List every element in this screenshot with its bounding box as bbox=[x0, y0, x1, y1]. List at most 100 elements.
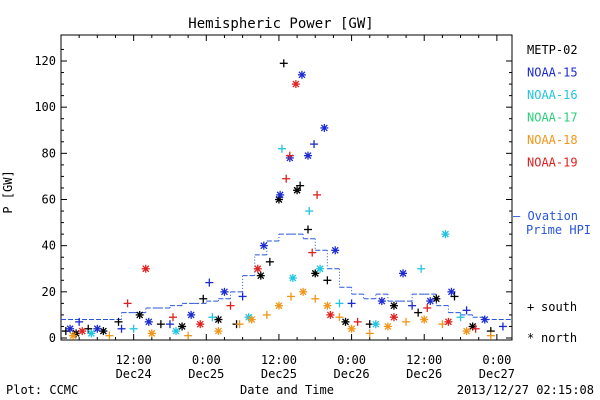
legend-entry-noaa-17: NOAA-17 bbox=[527, 111, 578, 125]
data-point-metp-02-north bbox=[432, 294, 441, 303]
x-tick-date-label: Dec26 bbox=[406, 367, 442, 381]
data-point-noaa-19-north bbox=[141, 264, 150, 273]
data-point-metp-02-north bbox=[389, 301, 398, 310]
data-point-metp-02-north bbox=[135, 310, 144, 319]
data-point-noaa-18-north bbox=[323, 301, 332, 310]
data-point-noaa-19-south bbox=[313, 190, 322, 199]
plot-frame bbox=[60, 34, 513, 341]
data-point-noaa-18-north bbox=[462, 327, 471, 336]
data-point-noaa-19-north bbox=[389, 313, 398, 322]
x-tick-time-label: 12:00 bbox=[261, 353, 297, 367]
data-point-noaa-16-south bbox=[208, 313, 217, 322]
data-point-metp-02-south bbox=[114, 317, 123, 326]
data-point-metp-02-north bbox=[178, 322, 187, 331]
data-point-metp-02-south bbox=[156, 320, 165, 329]
data-point-noaa-16-north bbox=[172, 327, 181, 336]
x-axis-label: Date and Time bbox=[240, 383, 334, 397]
data-point-noaa-15-north bbox=[297, 70, 306, 79]
data-point-noaa-18-south bbox=[335, 313, 344, 322]
data-point-noaa-15-north bbox=[447, 287, 456, 296]
data-point-noaa-19-north bbox=[444, 317, 453, 326]
data-point-noaa-18-north bbox=[69, 331, 78, 340]
data-point-noaa-18-south bbox=[311, 294, 320, 303]
data-point-metp-02-south bbox=[84, 324, 93, 333]
data-point-noaa-19-south bbox=[226, 301, 235, 310]
data-point-noaa-15-south bbox=[310, 140, 319, 149]
data-point-metp-02-north bbox=[99, 327, 108, 336]
data-point-noaa-16-south bbox=[305, 207, 314, 216]
data-point-metp-02-south bbox=[199, 294, 208, 303]
data-point-noaa-15-north bbox=[320, 123, 329, 132]
data-point-noaa-16-north bbox=[441, 230, 450, 239]
data-point-noaa-18-north bbox=[383, 322, 392, 331]
data-point-metp-02-south bbox=[279, 59, 288, 68]
y-tick-label: 120 bbox=[34, 54, 56, 68]
data-point-noaa-16-north bbox=[288, 273, 297, 282]
legend-entry-noaa-18: NOAA-18 bbox=[527, 133, 578, 147]
legend-entry-noaa-15: NOAA-15 bbox=[527, 66, 578, 80]
data-point-noaa-19-south bbox=[353, 317, 362, 326]
y-tick-label: 40 bbox=[42, 239, 56, 253]
satellite-legend: METP-02 NOAA-15 NOAA-16 NOAA-17 NOAA-18 NOAA-… bbox=[527, 43, 578, 170]
data-point-noaa-19-north bbox=[291, 80, 300, 89]
data-point-noaa-19-north bbox=[78, 327, 87, 336]
ovation-legend-line1: — Ovation bbox=[513, 209, 578, 223]
data-point-noaa-18-north bbox=[274, 301, 283, 310]
y-tick-label: 100 bbox=[34, 100, 56, 114]
legend-entry-metp-02: METP-02 bbox=[527, 43, 578, 57]
data-point-noaa-15-south bbox=[205, 278, 214, 287]
data-point-noaa-19-south bbox=[282, 174, 291, 183]
data-point-metp-02-north bbox=[293, 186, 302, 195]
data-point-noaa-18-south bbox=[287, 292, 296, 301]
data-point-noaa-18-south bbox=[486, 331, 495, 340]
data-point-noaa-16-south bbox=[335, 299, 344, 308]
data-point-metp-02-south bbox=[414, 308, 423, 317]
data-points bbox=[61, 59, 507, 340]
legend-entry-noaa-19: NOAA-19 bbox=[527, 156, 578, 170]
symbol-legend-south-label: south bbox=[541, 300, 577, 314]
legend-entry-noaa-16: NOAA-16 bbox=[527, 88, 578, 102]
data-point-noaa-18-north bbox=[420, 315, 429, 324]
x-tick-time-label: 12:00 bbox=[116, 353, 152, 367]
x-tick-date-label: Dec27 bbox=[479, 367, 515, 381]
data-point-noaa-16-north bbox=[87, 329, 96, 338]
data-point-noaa-15-north bbox=[220, 287, 229, 296]
data-point-noaa-15-south bbox=[165, 320, 174, 329]
data-point-noaa-19-north bbox=[253, 264, 262, 273]
data-point-noaa-15-north bbox=[377, 297, 386, 306]
x-tick-date-label: Dec24 bbox=[116, 367, 152, 381]
symbol-legend-north-label: north bbox=[541, 331, 577, 345]
data-point-noaa-15-north bbox=[399, 269, 408, 278]
data-point-noaa-16-south bbox=[417, 264, 426, 273]
data-point-noaa-16-north bbox=[371, 320, 380, 329]
y-tick-label: 80 bbox=[42, 146, 56, 160]
chart-title: Hemispheric Power [GW] bbox=[188, 16, 373, 32]
data-point-noaa-15-north bbox=[331, 246, 340, 255]
data-point-noaa-18-south bbox=[105, 331, 114, 340]
x-tick-date-label: Dec25 bbox=[261, 367, 297, 381]
data-point-noaa-18-north bbox=[247, 315, 256, 324]
data-point-noaa-15-south bbox=[75, 317, 84, 326]
data-point-noaa-19-south bbox=[423, 303, 432, 312]
data-point-noaa-19-south bbox=[308, 248, 317, 257]
data-point-metp-02-north bbox=[256, 271, 265, 280]
data-point-noaa-19-south bbox=[168, 313, 177, 322]
data-point-noaa-19-south bbox=[471, 324, 480, 333]
data-point-noaa-15-south bbox=[462, 306, 471, 315]
data-point-noaa-15-south bbox=[117, 324, 126, 333]
x-tick-time-label: 0:00 bbox=[192, 353, 221, 367]
data-point-noaa-18-south bbox=[235, 320, 244, 329]
data-point-noaa-15-north bbox=[144, 317, 153, 326]
ovation-legend-line2: Prime HPI bbox=[526, 223, 591, 237]
data-point-noaa-18-south bbox=[365, 329, 374, 338]
data-point-noaa-15-south bbox=[238, 292, 247, 301]
data-point-noaa-18-north bbox=[214, 327, 223, 336]
data-point-noaa-18-north bbox=[347, 324, 356, 333]
data-point-metp-02-south bbox=[323, 276, 332, 285]
data-point-noaa-18-north bbox=[299, 287, 308, 296]
data-point-noaa-18-south bbox=[438, 320, 447, 329]
data-point-noaa-15-south bbox=[498, 322, 507, 331]
data-point-metp-02-north bbox=[341, 317, 350, 326]
data-point-noaa-18-south bbox=[184, 331, 193, 340]
